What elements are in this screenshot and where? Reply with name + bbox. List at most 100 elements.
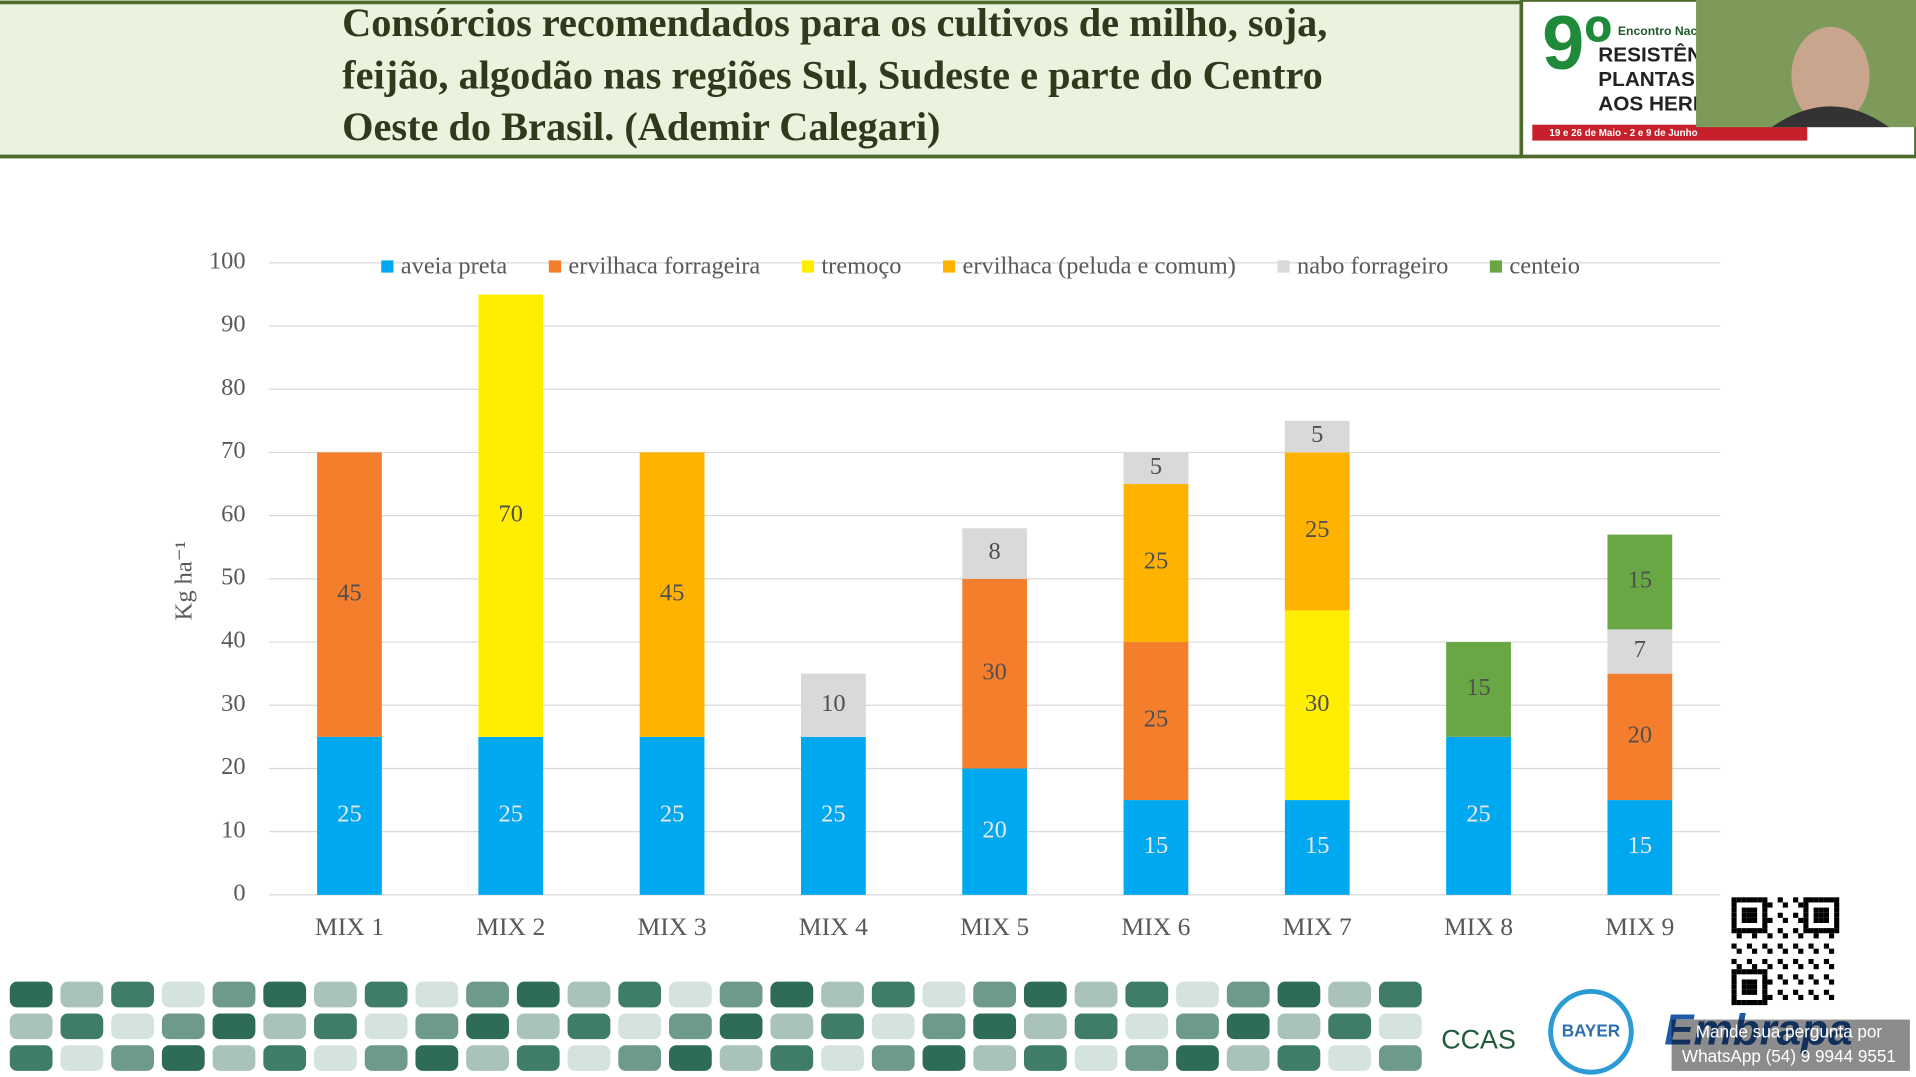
qr-module — [1782, 933, 1788, 939]
value-label: 45 — [337, 579, 361, 606]
decor-tile — [1378, 1045, 1422, 1071]
y-tick-label: 80 — [221, 374, 245, 401]
bar-segment — [1123, 452, 1189, 485]
value-label: 8 — [989, 538, 1001, 565]
decor-tile — [1125, 1045, 1169, 1071]
bar-segment — [1123, 642, 1189, 801]
y-tick-label: 10 — [221, 816, 245, 843]
qr-module — [1762, 928, 1768, 934]
qr-module — [1777, 897, 1783, 903]
bar-segment — [317, 452, 382, 737]
bar-segment — [1123, 800, 1189, 895]
qr-module — [1813, 917, 1819, 923]
qr-module — [1803, 928, 1809, 934]
decor-tile — [922, 981, 966, 1008]
qr-module — [1777, 989, 1783, 995]
qr-module — [1818, 907, 1824, 913]
decor-tile — [1328, 981, 1372, 1008]
x-tick-label: MIX 8 — [1444, 912, 1513, 941]
qr-module — [1746, 958, 1753, 965]
bar-segment — [639, 736, 705, 895]
decor-tile — [1125, 1013, 1169, 1040]
bar-segment — [1284, 420, 1350, 453]
bar-segment — [1607, 629, 1673, 674]
qr-module — [1736, 948, 1742, 954]
qr-module — [1793, 912, 1799, 918]
bar-segment — [1607, 673, 1673, 801]
qr-module — [1813, 907, 1819, 913]
qr-module — [1746, 897, 1753, 903]
legend-swatch — [1489, 260, 1503, 273]
y-tick-label: 20 — [221, 753, 245, 780]
bar-segment — [1446, 736, 1511, 895]
y-tick-label: 30 — [221, 690, 245, 717]
qr-module — [1731, 917, 1737, 923]
whatsapp-line: Mande sua pergunta por — [1696, 1023, 1883, 1042]
x-tick-label: MIX 6 — [1121, 912, 1190, 941]
qr-module — [1741, 907, 1747, 913]
qr-module — [1834, 917, 1840, 923]
value-label: 25 — [499, 800, 523, 827]
value-label: 30 — [1305, 690, 1329, 717]
event-dates: 19 e 26 de Maio - 2 e 9 de Junho — [1549, 128, 1697, 139]
decor-tile — [314, 1013, 357, 1040]
value-label: 15 — [1144, 832, 1168, 859]
decor-tile — [669, 981, 712, 1008]
qr-module — [1828, 994, 1835, 1001]
qr-module — [1762, 969, 1768, 975]
value-label: 7 — [1634, 636, 1646, 663]
qr-module — [1752, 989, 1758, 995]
legend-label: aveia preta — [401, 252, 508, 279]
title-line: Oeste do Brasil. (Ademir Calegari) — [342, 104, 940, 149]
qr-module — [1746, 979, 1753, 985]
qr-module — [1823, 917, 1829, 923]
qr-module — [1808, 958, 1814, 965]
event-name: Encontro Naci — [1618, 24, 1701, 38]
qr-module — [1741, 928, 1747, 934]
qr-module — [1777, 958, 1783, 965]
whatsapp-box — [1671, 1019, 1910, 1071]
decor-tile — [415, 981, 459, 1008]
qr-module — [1741, 897, 1747, 903]
qr-module — [1793, 928, 1799, 934]
decor-tile — [719, 1045, 763, 1071]
legend-swatch — [942, 260, 956, 273]
qr-module — [1813, 948, 1819, 954]
decor-tile — [516, 1045, 560, 1071]
qr-module — [1777, 943, 1783, 949]
qr-module — [1798, 933, 1804, 939]
decor-tile — [263, 1013, 307, 1040]
qr-module — [1808, 974, 1814, 980]
bar-segment — [1284, 800, 1350, 895]
value-label: 70 — [499, 500, 523, 527]
qr-module — [1752, 907, 1758, 913]
decor-tile — [770, 1045, 814, 1071]
decor-tile — [922, 1045, 966, 1071]
qr-module — [1828, 948, 1835, 954]
value-label: 15 — [1466, 674, 1490, 701]
qr-module — [1793, 989, 1799, 995]
value-label: 20 — [1628, 721, 1652, 748]
decor-tile — [618, 1045, 662, 1071]
qr-module — [1736, 933, 1742, 939]
decor-tile — [1074, 1013, 1118, 1040]
y-tick-label: 0 — [233, 879, 245, 906]
event-line: PLANTAS D — [1598, 68, 1715, 91]
qr-module — [1752, 948, 1758, 954]
bar-segment — [800, 736, 866, 895]
y-tick-label: 90 — [221, 311, 245, 338]
qr-module — [1762, 902, 1768, 908]
decor-tile — [669, 1013, 712, 1040]
value-label: 25 — [337, 800, 361, 827]
decor-tile — [60, 981, 104, 1008]
qr-module — [1731, 912, 1737, 918]
title-line: Consórcios recomendados para os cultivos… — [342, 0, 1327, 45]
qr-module — [1757, 897, 1763, 903]
decor-tile — [669, 1045, 712, 1071]
qr-module — [1762, 994, 1768, 1001]
decor-tile — [1226, 981, 1270, 1008]
qr-module — [1782, 979, 1788, 985]
qr-module — [1823, 928, 1829, 934]
qr-module — [1828, 897, 1835, 903]
